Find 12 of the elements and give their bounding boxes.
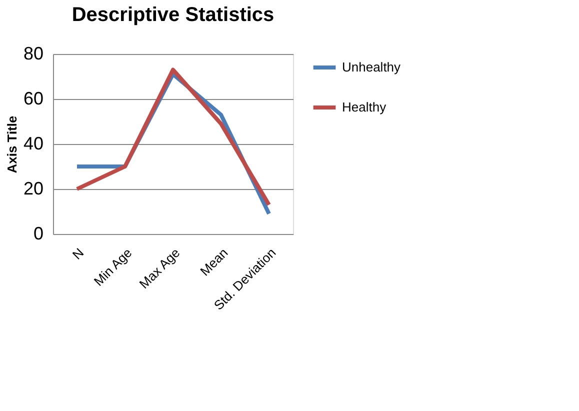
y-tick-label: 80 [23,44,44,64]
x-tick-label: Max Age [136,245,183,292]
chart-title: Descriptive Statistics [72,4,274,26]
y-tick-label: 60 [23,88,44,108]
x-tick-label: N [69,245,87,262]
x-tick-label: Min Age [90,245,135,289]
y-tick-label: 0 [33,224,44,244]
y-axis-title: Axis Title [4,116,20,174]
y-tick-label: 40 [23,134,44,154]
legend-label: Unhealthy [342,60,402,74]
y-tick-label: 20 [23,178,44,198]
legend-label: Healthy [342,100,387,114]
